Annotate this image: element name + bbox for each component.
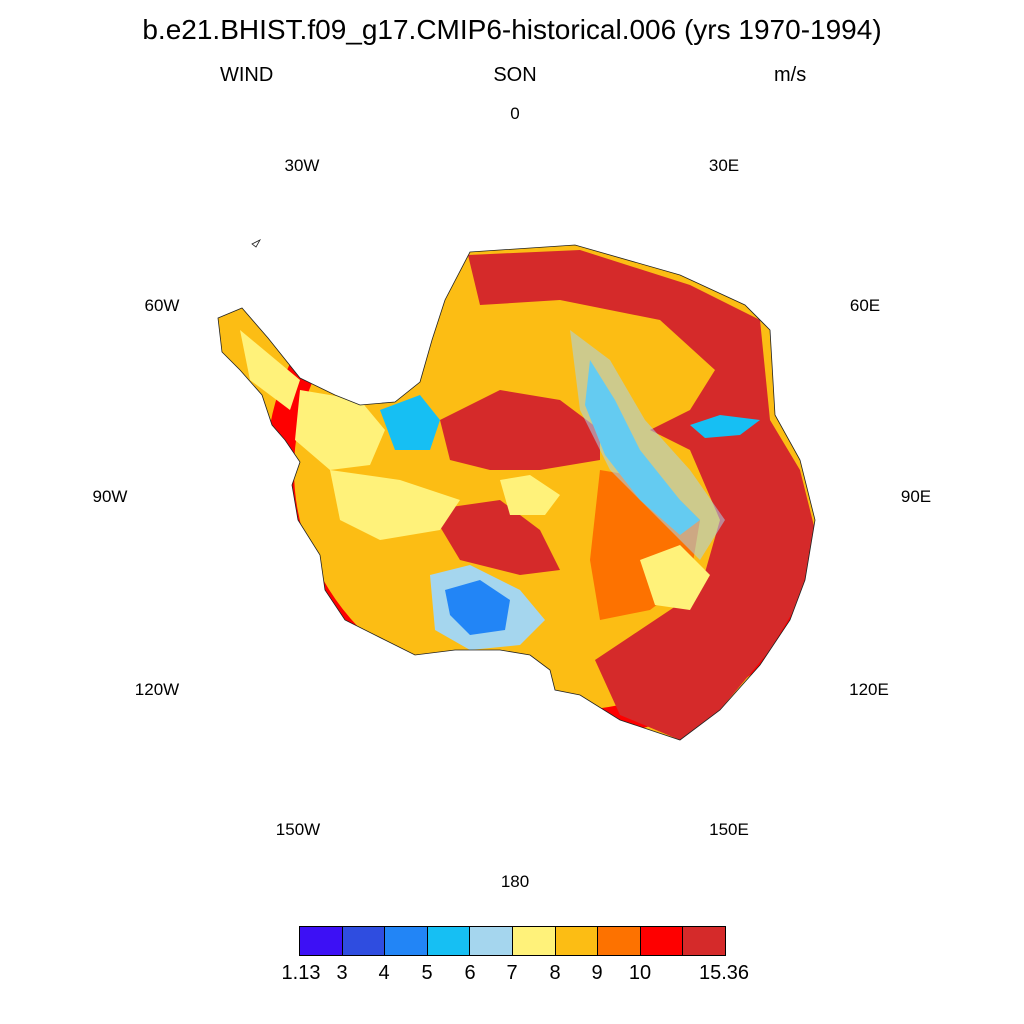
colorbar	[299, 926, 726, 956]
colorbar-cell	[469, 926, 513, 956]
colorbar-tick-label: 1.13	[281, 962, 321, 984]
colorbar-tick-label: 9	[591, 962, 603, 984]
colorbar-cell	[512, 926, 556, 956]
colorbar-cell	[341, 926, 386, 956]
wind-light-band	[570, 330, 725, 560]
colorbar-tick-label: 6	[464, 962, 476, 984]
colorbar-tick-label: 10	[628, 962, 652, 984]
wind-peninsula-yellow	[295, 390, 385, 470]
plot-title: b.e21.BHIST.f09_g17.CMIP6-historical.006…	[142, 14, 882, 45]
colorbar-cell	[426, 926, 471, 956]
wind-east-max	[468, 250, 815, 740]
wind-amery-cyan	[690, 415, 760, 438]
lon-label-60w: 60W	[144, 296, 180, 315]
lon-label-150w: 150W	[275, 820, 321, 839]
lon-label-180: 180	[500, 872, 530, 891]
wind-peninsula-cyan	[380, 395, 440, 450]
colorbar-tick-label: 5	[421, 962, 433, 984]
colorbar-tick-label: 15.36	[698, 962, 750, 984]
colorbar-cell	[299, 926, 343, 956]
units-label: m/s	[774, 64, 807, 86]
colorbar-cell	[554, 926, 599, 956]
wind-field	[218, 245, 815, 740]
island-outline	[251, 239, 262, 248]
lon-label-90w: 90W	[92, 487, 128, 506]
lon-label-120w: 120W	[134, 680, 180, 699]
lon-label-90e: 90E	[900, 487, 932, 506]
wind-center-max	[440, 390, 600, 470]
colorbar-cell	[597, 926, 641, 956]
colorbar-tick-label: 7	[506, 962, 518, 984]
lon-label-30w: 30W	[284, 156, 320, 175]
wind-west-yellow	[330, 470, 460, 540]
lon-label-60e: 60E	[849, 296, 881, 315]
wind-south-max	[430, 500, 560, 575]
wind-pole-yellow	[500, 475, 560, 515]
colorbar-cell	[639, 926, 684, 956]
wind-ross-blue	[445, 580, 510, 635]
colorbar-cell	[384, 926, 428, 956]
colorbar-tick-label: 4	[378, 962, 390, 984]
wind-peninsula-tip	[240, 330, 300, 410]
colorbar-tick-label: 8	[549, 962, 561, 984]
lon-label-0: 0	[510, 104, 520, 123]
colorbar-cell	[682, 926, 726, 956]
wind-east-yellow	[640, 545, 710, 610]
colorbar-tick-label: 3	[336, 962, 348, 984]
lon-label-150e: 150E	[709, 820, 749, 839]
variable-label: WIND	[220, 64, 274, 86]
season-label: SON	[493, 64, 537, 86]
lon-label-120e: 120E	[849, 680, 889, 699]
lon-label-30e: 30E	[708, 156, 740, 175]
coastline	[217, 244, 816, 741]
